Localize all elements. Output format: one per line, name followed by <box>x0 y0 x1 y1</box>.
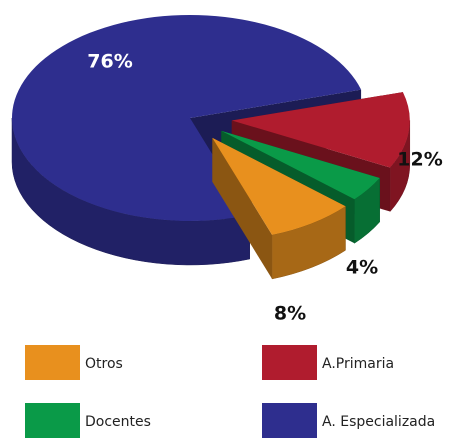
legend-label: A. Especializada <box>322 414 435 430</box>
legend-swatch <box>25 403 80 438</box>
legend-swatch <box>25 345 80 380</box>
slice <box>221 130 380 200</box>
legend-label: Otros <box>85 356 123 372</box>
slice <box>12 15 362 221</box>
legend-label: Docentes <box>85 414 151 430</box>
data-label: 12% <box>397 149 442 171</box>
legend-swatch <box>262 345 317 380</box>
data-label: 8% <box>274 303 306 325</box>
legend-swatch <box>262 403 317 438</box>
data-label: 4% <box>346 257 378 279</box>
slice-cut-face <box>212 137 273 279</box>
slice <box>231 92 410 168</box>
legend-label: A.Primaria <box>322 356 394 372</box>
data-label: 76% <box>87 51 132 73</box>
slice <box>212 137 346 235</box>
